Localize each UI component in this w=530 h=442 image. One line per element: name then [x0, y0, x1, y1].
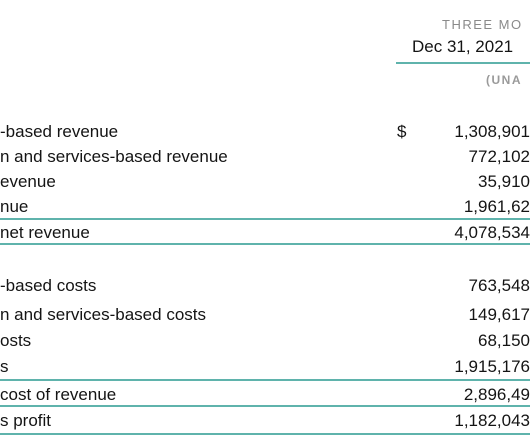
- row-label-costs-4: s: [0, 357, 9, 376]
- divider-rule: [0, 379, 530, 381]
- period-header: THREE MO: [442, 17, 523, 32]
- row-label-gross-profit: s profit: [0, 411, 52, 430]
- row-value-total-cost-of-revenue: 2,896,49: [463, 385, 530, 404]
- row-label-total-cost-of-revenue: cost of revenue: [0, 385, 117, 404]
- row-value-services-costs: 149,617: [468, 305, 530, 324]
- divider-rule: [0, 433, 530, 435]
- row-value-services-revenue: 772,102: [468, 147, 530, 166]
- row-label-revenue-4: nue: [0, 197, 29, 216]
- row-label-product-revenue: -based revenue: [0, 122, 119, 141]
- date-header: Dec 31, 2021: [412, 37, 514, 56]
- row-value-product-costs: 763,548: [468, 276, 530, 295]
- header-divider: [396, 62, 530, 64]
- divider-rule: [0, 405, 530, 407]
- divider-rule: [0, 218, 530, 220]
- row-value-product-revenue: 1,308,901: [454, 122, 530, 141]
- row-value-other-costs: 68,150: [478, 331, 530, 350]
- row-label-services-costs: n and services-based costs: [0, 305, 206, 324]
- row-value-gross-profit: 1,182,043: [454, 411, 530, 430]
- row-label-total-net-revenue: net revenue: [0, 223, 90, 242]
- row-value-other-revenue: 35,910: [478, 172, 530, 191]
- row-label-product-costs: -based costs: [0, 276, 97, 295]
- row-value-total-net-revenue: 4,078,534: [454, 223, 530, 242]
- row-label-services-revenue: n and services-based revenue: [0, 147, 228, 166]
- currency-symbol: $: [397, 122, 407, 141]
- row-label-other-revenue: evenue: [0, 172, 56, 191]
- unaudited-label: (UNA: [486, 73, 522, 87]
- row-value-costs-4: 1,915,176: [454, 357, 530, 376]
- divider-rule: [0, 243, 530, 245]
- row-value-revenue-4: 1,961,62: [463, 197, 530, 216]
- row-label-other-costs: osts: [0, 331, 32, 350]
